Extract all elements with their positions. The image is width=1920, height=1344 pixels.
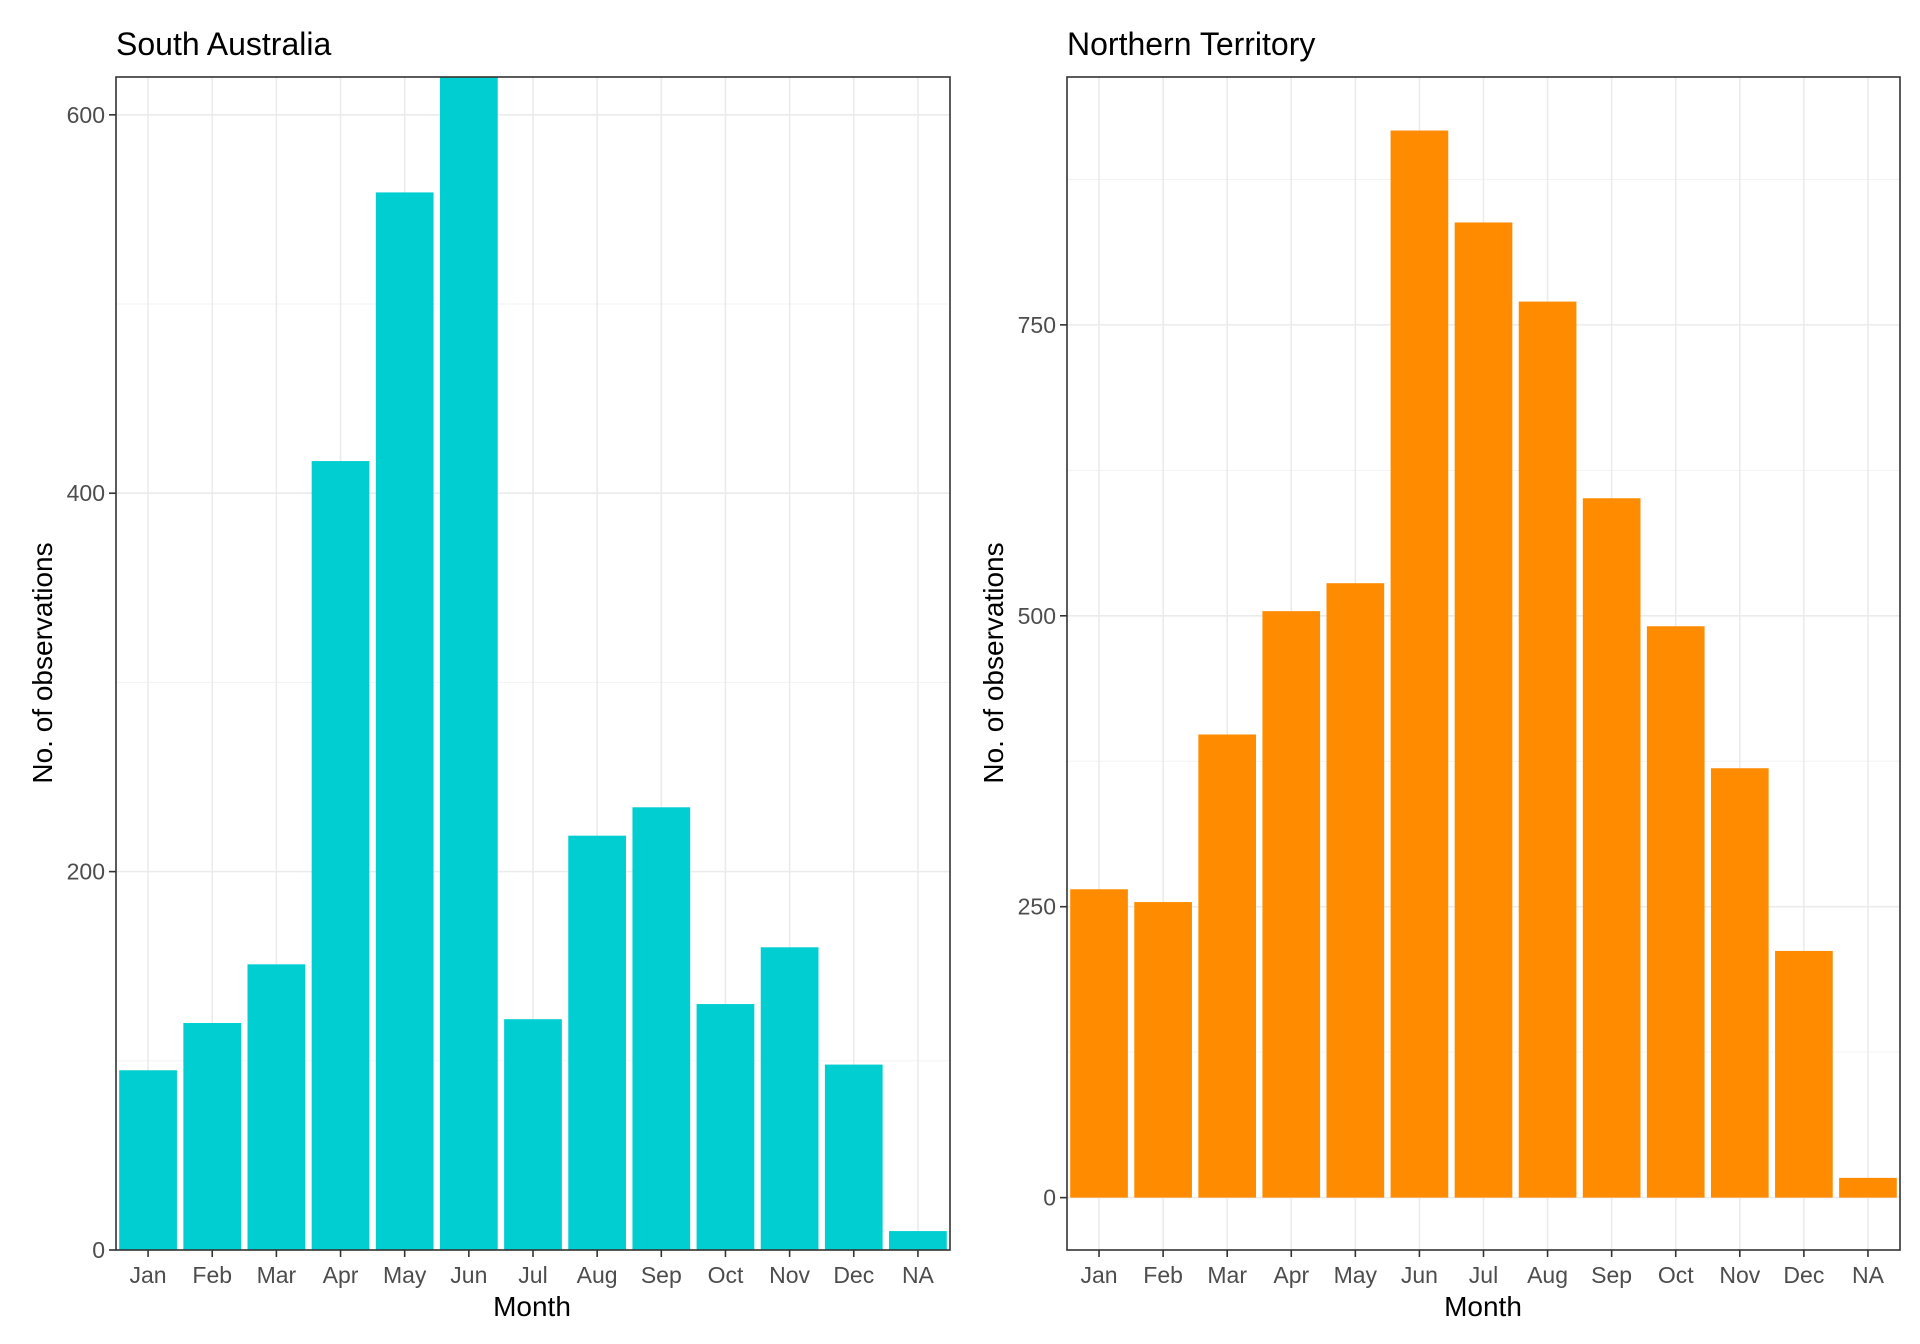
- x-axis: Jan Feb Mar Apr May Jun Jul Aug Sep Oct Nov Dec NA: [130, 1250, 935, 1288]
- y-tick-label: 200: [67, 859, 105, 885]
- x-tick-label: Aug: [1527, 1262, 1568, 1288]
- x-tick-label: May: [1334, 1262, 1378, 1288]
- x-tick-label: Jun: [450, 1262, 487, 1288]
- x-tick-label: Jul: [1469, 1262, 1498, 1288]
- bars: [119, 77, 947, 1250]
- bar-oct: [1646, 626, 1705, 1198]
- x-tick-label: Oct: [1658, 1262, 1694, 1288]
- x-tick-label: Apr: [1273, 1262, 1309, 1288]
- bar-jul: [504, 1019, 562, 1250]
- bar-dec: [1775, 950, 1833, 1198]
- bar-sep: [1582, 498, 1641, 1198]
- y-tick-label: 0: [1043, 1185, 1056, 1211]
- bar-may: [375, 192, 434, 1250]
- x-tick-label: Feb: [1143, 1262, 1183, 1288]
- x-tick-label: Feb: [192, 1262, 232, 1288]
- bar-aug: [568, 835, 627, 1250]
- bar-dec: [824, 1064, 883, 1250]
- bar-aug: [1518, 301, 1577, 1198]
- bar-mar: [1198, 734, 1257, 1198]
- bar-feb: [183, 1022, 242, 1250]
- x-tick-label: Apr: [323, 1262, 359, 1288]
- bar-jan: [1070, 889, 1128, 1198]
- panel-title: Northern Territory: [1067, 26, 1315, 62]
- x-tick-label: Mar: [257, 1262, 297, 1288]
- x-axis-title: Month: [1444, 1291, 1522, 1322]
- x-axis: Jan Feb Mar Apr May Jun Jul Aug Sep Oct Nov Dec NA: [1080, 1250, 1885, 1288]
- y-tick-label: 500: [1018, 603, 1056, 629]
- bar-nov: [760, 947, 819, 1250]
- panel-title: South Australia: [116, 26, 331, 62]
- bar-sep: [632, 807, 691, 1250]
- x-tick-label: Nov: [769, 1262, 810, 1288]
- y-tick-label: 750: [1018, 312, 1056, 338]
- bars: [1070, 130, 1897, 1198]
- y-tick-label: 250: [1018, 894, 1056, 920]
- y-tick-label: 400: [67, 480, 105, 506]
- x-tick-label: Nov: [1719, 1262, 1760, 1288]
- x-tick-label: May: [383, 1262, 427, 1288]
- x-tick-label: Sep: [1591, 1262, 1632, 1288]
- bar-jun: [439, 77, 498, 1250]
- bar-na: [889, 1231, 947, 1250]
- x-tick-label: Jun: [1401, 1262, 1438, 1288]
- bar-oct: [696, 1004, 755, 1250]
- x-tick-label: Jan: [1080, 1262, 1117, 1288]
- y-axis-title: No. of observations: [27, 542, 58, 783]
- bar-jul: [1454, 222, 1513, 1198]
- x-tick-label: Sep: [641, 1262, 682, 1288]
- y-tick-label: 0: [92, 1237, 105, 1263]
- bar-feb: [1134, 902, 1192, 1198]
- x-tick-label: Jan: [130, 1262, 167, 1288]
- bar-apr: [1262, 611, 1321, 1198]
- y-axis: 0 200 400 600: [67, 102, 116, 1263]
- x-tick-label: NA: [902, 1262, 935, 1288]
- x-tick-label: NA: [1852, 1262, 1885, 1288]
- bar-jan: [119, 1070, 177, 1250]
- south-australia-panel: South Australia Month No. of observation…: [27, 26, 951, 1322]
- bar-jun: [1390, 130, 1449, 1198]
- x-tick-label: Dec: [1783, 1262, 1824, 1288]
- x-axis-title: Month: [493, 1291, 571, 1322]
- x-tick-label: Dec: [833, 1262, 874, 1288]
- bar-nov: [1710, 768, 1769, 1198]
- x-tick-label: Mar: [1207, 1262, 1247, 1288]
- bar-may: [1326, 583, 1385, 1198]
- x-tick-label: Jul: [518, 1262, 547, 1288]
- y-axis-title: No. of observations: [978, 542, 1009, 783]
- northern-territory-panel: Northern Territory Month No. of observat…: [978, 26, 1901, 1322]
- bar-na: [1839, 1177, 1897, 1198]
- y-axis: 0 250 500 750: [1018, 312, 1067, 1211]
- x-tick-label: Aug: [577, 1262, 618, 1288]
- bar-mar: [247, 964, 306, 1250]
- bar-apr: [311, 461, 370, 1250]
- x-tick-label: Oct: [708, 1262, 744, 1288]
- y-tick-label: 600: [67, 102, 105, 128]
